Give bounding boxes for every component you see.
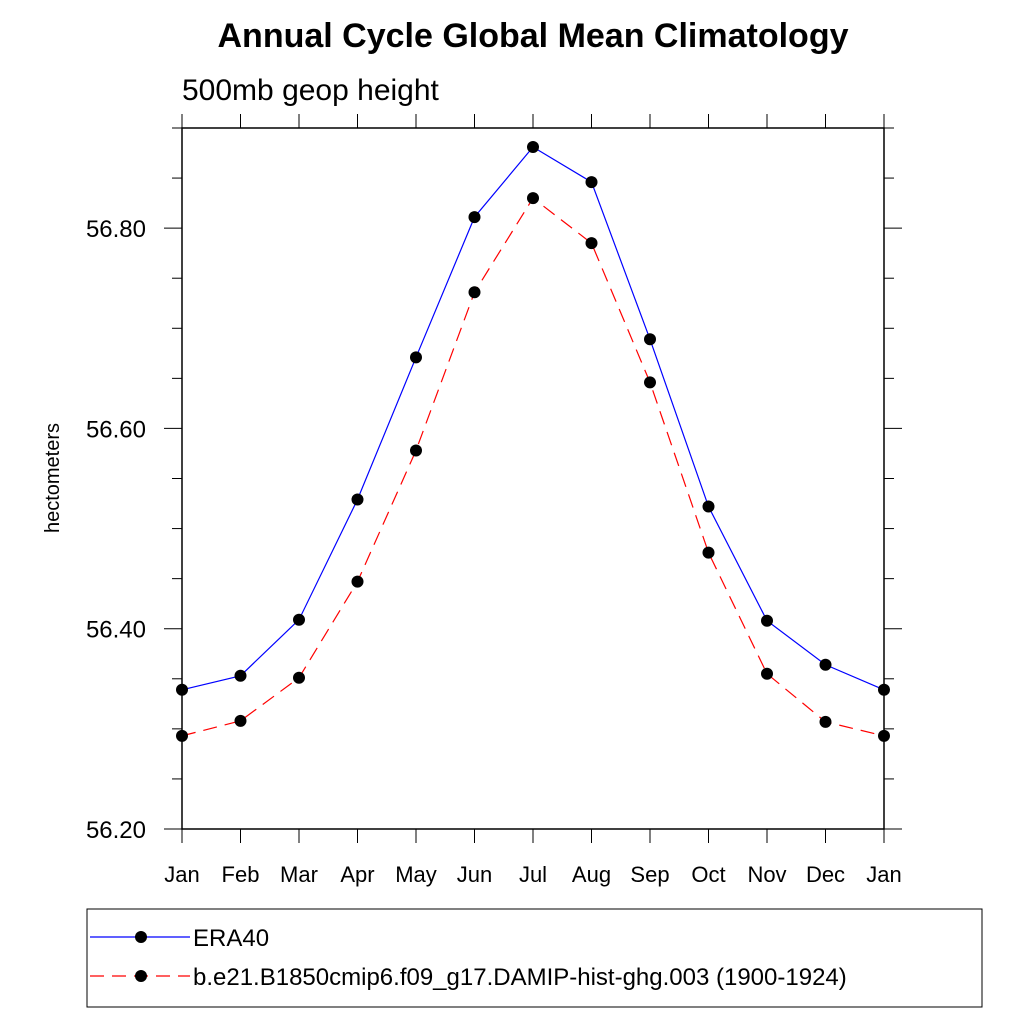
series-0-point (410, 351, 422, 364)
x-tick-label: Feb (222, 862, 260, 887)
series-1-point (234, 714, 247, 727)
series-0-point (585, 176, 598, 189)
series-1-point (468, 286, 481, 299)
series-0-point (234, 669, 247, 682)
series-0-point (819, 658, 832, 671)
y-tick-label: 56.40 (86, 617, 146, 644)
y-tick-label: 56.60 (86, 416, 146, 443)
y-tick-labels: 56.20 56.40 56.60 56.80 (86, 216, 146, 844)
y-axis-label: hectometers (42, 423, 64, 533)
x-tick-label: Sep (630, 862, 669, 887)
series-0-point (702, 500, 715, 513)
axis-ticks (164, 114, 902, 843)
x-tick-label: Oct (691, 862, 725, 887)
x-tick-label: Dec (806, 862, 845, 887)
series-1-point (761, 667, 773, 680)
legend-label-1: b.e21.B1850cmip6.f09_g17.DAMIP-hist-ghg.… (193, 964, 847, 991)
y-tick-label: 56.80 (86, 216, 146, 243)
x-tick-label: Mar (280, 862, 318, 887)
legend-label-0: ERA40 (193, 925, 269, 952)
series-0-point (644, 333, 656, 346)
legend-marker-0 (135, 931, 147, 943)
x-tick-label: Nov (747, 862, 786, 887)
x-tick-label: May (395, 862, 437, 887)
series-line-1 (181, 197, 885, 737)
series-0-point (351, 493, 364, 506)
series-1-point (527, 192, 539, 205)
legend-box (86, 908, 983, 1008)
y-tick-label: 56.20 (86, 817, 146, 844)
x-tick-label: Apr (340, 862, 374, 887)
series-1-point (702, 546, 715, 559)
x-tick-label: Jan (164, 862, 199, 887)
series-1-point (819, 715, 832, 728)
series-1-point (585, 237, 598, 250)
legend: ERA40 b.e21.B1850cmip6.f09_g17.DAMIP-hist… (90, 925, 847, 991)
series-1-point (410, 444, 422, 457)
x-tick-label: Jun (457, 862, 492, 887)
legend-marker-1 (135, 970, 147, 982)
series-0-point (878, 683, 890, 696)
series-0-point (176, 683, 188, 696)
series-1-point (293, 671, 305, 684)
plot-frame (181, 127, 885, 830)
chart-subtitle: 500mb geop height (182, 74, 440, 107)
x-tick-label: Jan (866, 862, 901, 887)
series-1-point (878, 729, 890, 742)
series-1-point (176, 729, 188, 742)
x-tick-label: Aug (572, 862, 611, 887)
series-0-point (761, 614, 773, 627)
series-0-point (293, 613, 305, 626)
x-tick-labels: Jan Feb Mar Apr May Jun Jul Aug Sep Oct Nov Dec Jan (164, 862, 901, 887)
series-0-point (468, 211, 481, 224)
series-0-point (527, 141, 539, 154)
series-1-point (351, 575, 364, 588)
x-tick-label: Jul (519, 862, 547, 887)
series-line-0 (181, 146, 885, 691)
series-1-point (644, 376, 656, 389)
series-layer (176, 141, 890, 742)
chart-title: Annual Cycle Global Mean Climatology (218, 17, 849, 55)
